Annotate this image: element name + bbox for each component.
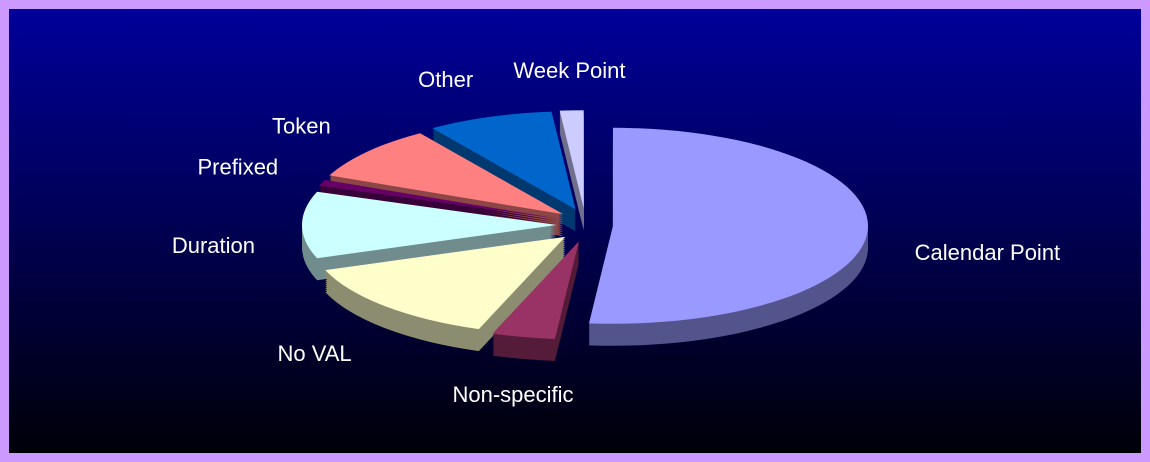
slice-label: Calendar Point [915,240,1061,265]
slice-label: No VAL [277,341,351,366]
slice-top [588,127,868,324]
slice-label: Token [272,113,331,138]
slice-top [329,133,564,215]
slice [492,241,579,361]
slice [559,110,584,231]
slice-label: Prefixed [197,154,278,179]
slice [588,127,868,346]
slice [302,191,557,281]
slice-top [302,191,557,259]
slice-top [432,111,576,210]
slice-label: Other [418,67,473,92]
slice-label: Week Point [513,58,625,83]
slice [325,236,566,352]
plot-background [9,9,1141,453]
slice-top [319,179,559,219]
slice-top [559,110,584,209]
slice-label: Duration [172,233,255,258]
slice-top [492,241,579,339]
slice-label: Non-specific [452,382,573,407]
slice-top [325,236,566,330]
